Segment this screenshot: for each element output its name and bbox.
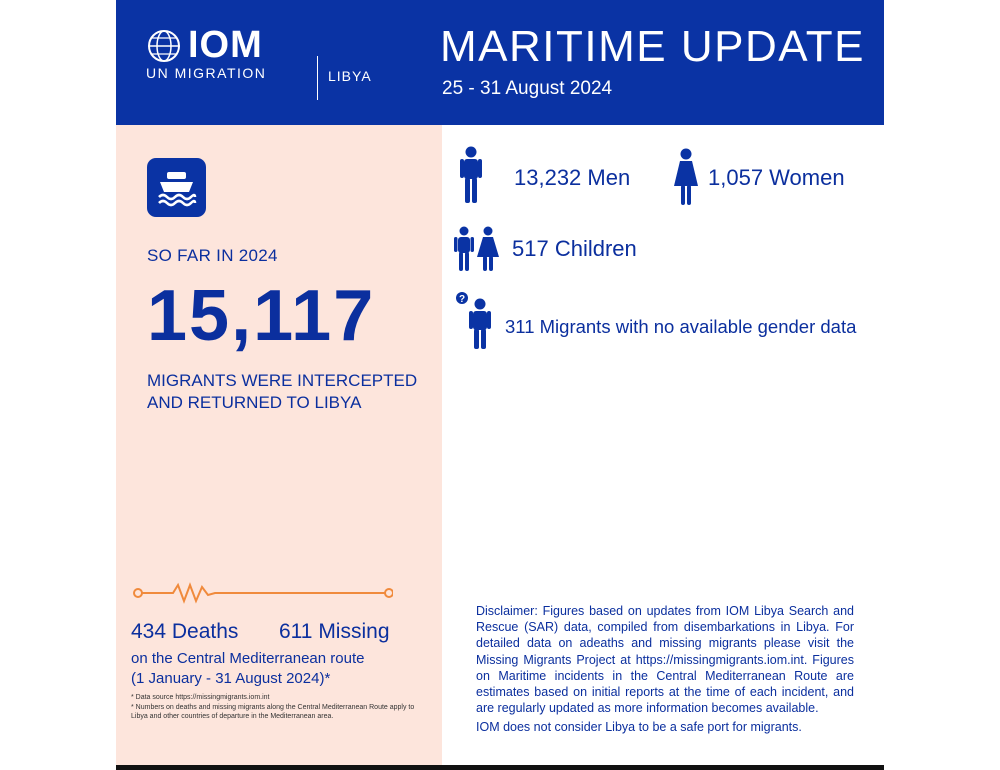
svg-text:?: ? <box>459 294 465 305</box>
period-label: (1 January - 31 August 2024)* <box>131 670 331 687</box>
safe-port-statement: IOM does not consider Libya to be a safe… <box>476 720 802 734</box>
woman-icon <box>674 148 698 205</box>
so-far-label: SO FAR IN 2024 <box>147 246 278 265</box>
date-range: 25 - 31 August 2024 <box>442 78 613 99</box>
unknown-gender-count: 311 Migrants with no available gender da… <box>505 316 857 337</box>
intercept-description: MIGRANTS WERE INTERCEPTED AND RETURNED T… <box>147 371 418 412</box>
unknown-gender-icon: ? <box>456 292 491 349</box>
deaths-count: 434 Deaths <box>131 620 239 643</box>
page-title: MARITIME UPDATE <box>440 22 866 71</box>
bottom-border <box>116 765 884 770</box>
men-count: 13,232 Men <box>514 165 631 190</box>
footnote-scope: * Numbers on deaths and missing migrants… <box>131 704 415 720</box>
header-banner: IOM UN MIGRATION LIBYA MARITIME UPDATE 2… <box>116 0 884 125</box>
children-count: 517 Children <box>512 236 637 261</box>
children-icon <box>454 226 499 271</box>
man-icon <box>460 146 482 203</box>
missing-count: 611 Missing <box>279 620 390 643</box>
total-intercepted: 15,117 <box>147 276 376 356</box>
logo-subtitle: UN MIGRATION <box>146 65 267 81</box>
heartbeat-line-icon <box>133 582 393 604</box>
footnote-source: * Data source https://missingmigrants.io… <box>131 694 270 701</box>
boat-tile <box>147 158 206 217</box>
disclaimer-text: Disclaimer: Figures based on updates fro… <box>476 604 854 716</box>
iom-logo: IOM UN MIGRATION LIBYA <box>146 24 371 100</box>
footnotes: * Data source https://missingmigrants.io… <box>131 693 431 722</box>
route-label: on the Central Mediterranean route <box>131 650 365 667</box>
maritime-update-card: IOM UN MIGRATION LIBYA MARITIME UPDATE 2… <box>116 0 884 770</box>
iom-globe-icon <box>148 30 180 62</box>
boat-icon <box>158 172 197 207</box>
logo-divider <box>317 56 318 100</box>
country-label: LIBYA <box>328 68 372 84</box>
women-count: 1,057 Women <box>708 165 845 190</box>
summary-panel: SO FAR IN 2024 15,117 MIGRANTS WERE INTE… <box>116 125 442 765</box>
logo-wordmark: IOM <box>188 24 263 66</box>
